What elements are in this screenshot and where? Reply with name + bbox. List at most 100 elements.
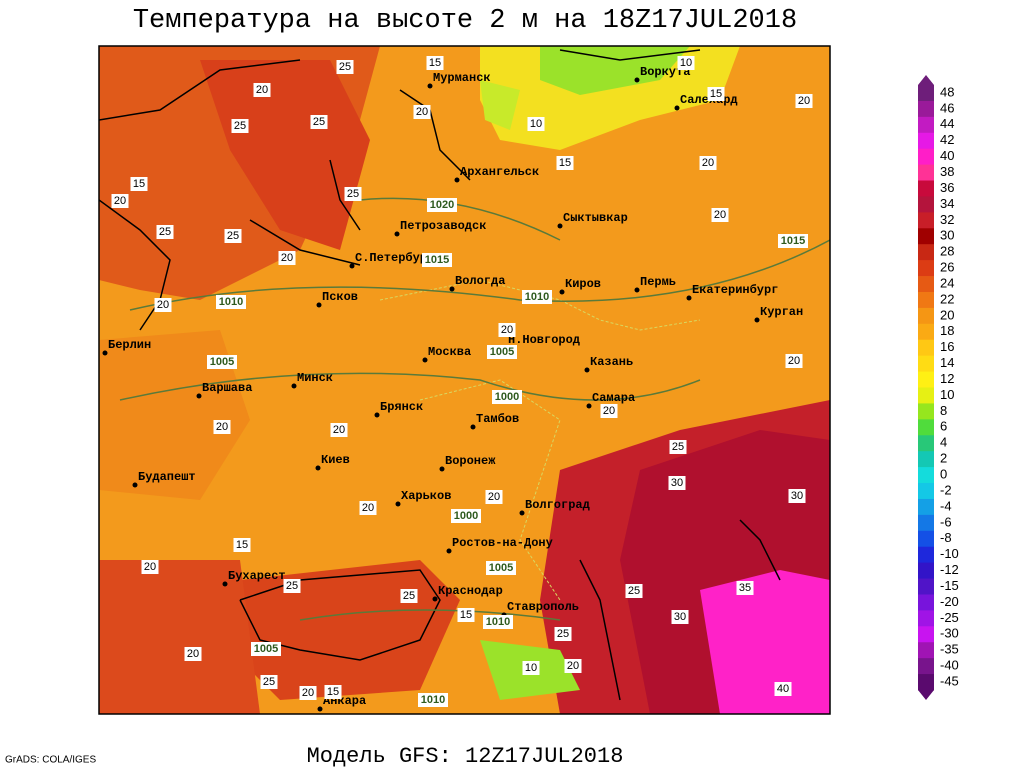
- contour-label-box: [359, 501, 377, 515]
- city-dot: [557, 223, 563, 229]
- city-dot: [432, 596, 438, 602]
- colorbar-label: 22: [940, 291, 954, 306]
- contour-label: 30: [674, 611, 686, 623]
- colorbar-label: 38: [940, 164, 954, 179]
- contour-label-box: [141, 560, 159, 574]
- contour-label-box: [600, 404, 618, 418]
- contour-label: 35: [739, 582, 751, 594]
- contour-label: 20: [501, 324, 513, 336]
- contour-label: 20: [714, 209, 726, 221]
- contour-label: 1005: [490, 346, 514, 358]
- contour-label: 20: [488, 491, 500, 503]
- city-dot: [470, 424, 476, 430]
- contour-label-box: [498, 323, 516, 337]
- contour-label: 15: [559, 157, 571, 169]
- colorbar-cell: [918, 435, 934, 452]
- city-dot: [132, 482, 138, 488]
- contour-label-box: [522, 290, 552, 304]
- colorbar-label: -20: [940, 594, 959, 609]
- contour-label-box: [213, 420, 231, 434]
- city-label: Екатеринбург: [692, 282, 778, 297]
- model-label: Модель GFS: 12Z17JUL2018: [307, 744, 624, 768]
- contour-label-box: [625, 584, 643, 598]
- city-label: Казань: [590, 355, 633, 369]
- colorbar-cell: [918, 419, 934, 436]
- colorbar-cell: [918, 371, 934, 388]
- contour-label: 20: [333, 424, 345, 436]
- city-dot: [559, 289, 565, 295]
- contour-label-box: [111, 194, 129, 208]
- contour-label: 15: [133, 178, 145, 190]
- colorbar-label: 6: [940, 419, 947, 434]
- contour-label-box: [451, 509, 481, 523]
- contour-label-box: [486, 561, 516, 575]
- contour-label-box: [556, 156, 574, 170]
- contour-label: 20: [702, 157, 714, 169]
- contour-label: 1010: [525, 291, 549, 303]
- contour-label-box: [231, 119, 249, 133]
- colorbar-label: -12: [940, 562, 959, 577]
- city-dot: [519, 510, 525, 516]
- contour-label: 15: [460, 609, 472, 621]
- colorbar-top: [918, 75, 934, 85]
- colorbar-cell: [918, 403, 934, 420]
- colorbar-cell: [918, 546, 934, 564]
- city-label: Мурманск: [433, 71, 491, 85]
- colorbar-label: -25: [940, 610, 959, 625]
- contour-label-box: [736, 581, 754, 595]
- colorbar-label: -30: [940, 626, 959, 641]
- contour-label: 1015: [781, 235, 805, 247]
- city-dot: [634, 287, 640, 293]
- city-label: Тамбов: [476, 411, 519, 426]
- colorbar-cell: [918, 339, 934, 357]
- colorbar-cell: [918, 85, 934, 102]
- contour-label-box: [795, 94, 813, 108]
- contour-label-box: [492, 390, 522, 404]
- colorbar-cell: [918, 530, 934, 548]
- city-label: Киров: [565, 277, 601, 291]
- contour-label: 20: [216, 421, 228, 433]
- contour-label-box: [278, 251, 296, 265]
- colorbar-label: 46: [940, 100, 954, 115]
- city-dot: [449, 286, 455, 292]
- contour-label: 25: [263, 676, 275, 688]
- contour-label-box: [156, 225, 174, 239]
- contour-label-box: [699, 156, 717, 170]
- city-dot: [291, 383, 297, 389]
- contour-label: 20: [302, 687, 314, 699]
- contour-label-box: [788, 489, 806, 503]
- contour-label: 40: [777, 683, 789, 695]
- contour-label: 1020: [430, 199, 454, 211]
- colorbar-label: -8: [940, 530, 952, 545]
- colorbar-cell: [918, 387, 934, 404]
- colorbar-label: 2: [940, 451, 947, 466]
- colorbar-label: 26: [940, 260, 954, 275]
- contour-label-box: [130, 177, 148, 191]
- colorbar-label: 36: [940, 180, 954, 195]
- city-label: Петрозаводск: [400, 219, 486, 233]
- city-label: Ставрополь: [507, 600, 579, 614]
- city-dot: [349, 263, 355, 269]
- contour-label: 1005: [210, 356, 234, 368]
- contour-label: 20: [281, 252, 293, 264]
- city-dot: [439, 466, 445, 472]
- colorbar-label: -2: [940, 482, 952, 497]
- credit: GrADS: COLA/IGES: [5, 755, 96, 766]
- city-dot: [374, 412, 380, 418]
- city-label: Ростов-на-Дону: [452, 536, 553, 550]
- city-label: Архангельск: [460, 165, 539, 179]
- contour-label-box: [426, 56, 444, 70]
- contour-label-box: [207, 355, 237, 369]
- contour-label: 20: [798, 95, 810, 107]
- contour-label-box: [330, 423, 348, 437]
- map-frame: [98, 45, 831, 715]
- contour-label: 30: [671, 477, 683, 489]
- contour-label-box: [324, 685, 342, 699]
- city-dot: [754, 317, 760, 323]
- contour-label: 20: [416, 106, 428, 118]
- contour-label-box: [668, 476, 686, 490]
- contour-label-box: [283, 579, 301, 593]
- colorbar-cell: [918, 228, 934, 245]
- contour-label: 25: [347, 188, 359, 200]
- contour-label-box: [527, 117, 545, 131]
